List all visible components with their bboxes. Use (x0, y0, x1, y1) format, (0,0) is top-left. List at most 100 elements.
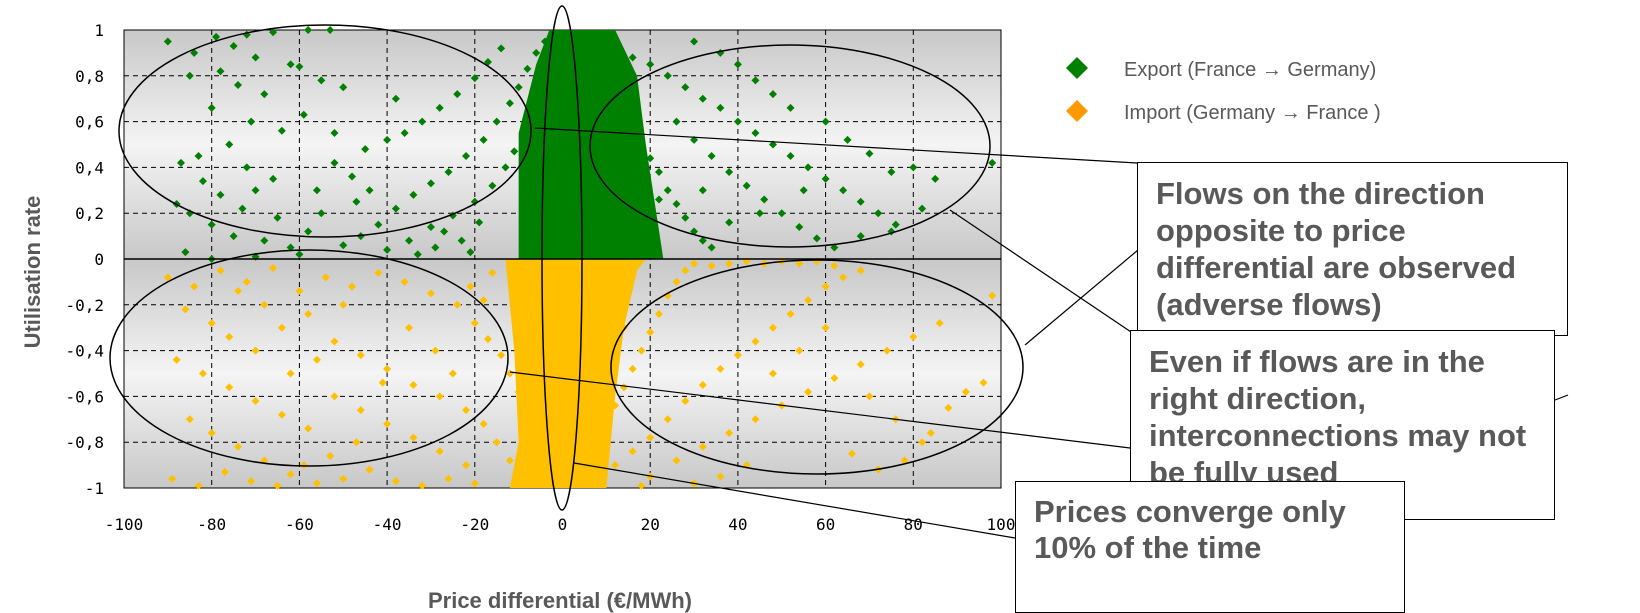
import-point (409, 433, 418, 442)
import-point (698, 380, 707, 389)
import-point (299, 461, 308, 470)
export-point (277, 126, 286, 135)
import-point (690, 259, 699, 268)
export-point (492, 117, 501, 126)
export-point (755, 209, 764, 218)
import-point (383, 419, 392, 428)
export-point (190, 48, 199, 57)
import-point (795, 259, 804, 268)
x-tick-label: 60 (816, 515, 835, 534)
export-point (405, 236, 414, 245)
export-point (413, 250, 422, 259)
import-point (312, 479, 321, 488)
import-point (532, 424, 541, 433)
export-point (497, 44, 506, 53)
import-point (497, 351, 506, 360)
y-tick-label: -0,2 (65, 296, 104, 315)
export-point (887, 167, 896, 176)
y-tick-label: 0,2 (75, 204, 104, 223)
import-point (466, 282, 475, 291)
export-point (584, 53, 593, 62)
import-point (448, 369, 457, 378)
export-point (786, 103, 795, 112)
export-point (707, 151, 716, 160)
import-point (646, 433, 655, 442)
callout-leader-lines (509, 127, 1569, 539)
export-point (457, 236, 466, 245)
import-point (944, 403, 953, 412)
export-point (177, 158, 186, 167)
import-point (479, 419, 488, 428)
export-point (194, 151, 203, 160)
import-point (593, 277, 602, 286)
import-point (207, 429, 216, 438)
export-point (681, 83, 690, 92)
import-point (453, 300, 462, 309)
import-point (698, 442, 707, 451)
import-point (602, 419, 611, 428)
export-point (619, 163, 628, 172)
export-point (760, 195, 769, 204)
import-point (234, 287, 243, 296)
export-point (163, 37, 172, 46)
export-point (317, 76, 326, 85)
import-point (277, 410, 286, 419)
export-point (207, 103, 216, 112)
legend: Export (France → Germany) Import (German… (1066, 57, 1381, 124)
import-point (181, 305, 190, 314)
import-point (795, 346, 804, 355)
legend-label-export: Export (France → Germany) (1124, 59, 1376, 81)
export-point (339, 83, 348, 92)
export-point (611, 94, 620, 103)
import-point (584, 456, 593, 465)
export-point (409, 190, 418, 199)
export-point (918, 204, 927, 213)
import-point (540, 442, 549, 451)
import-point (619, 323, 628, 332)
export-point (361, 145, 370, 154)
export-point (426, 222, 435, 231)
export-point (488, 181, 497, 190)
import-point (488, 268, 497, 277)
export-point (426, 179, 435, 188)
export-point (286, 60, 295, 69)
export-point (207, 220, 216, 229)
export-point (295, 250, 304, 259)
legend-label-import: Import (Germany → France ) (1124, 102, 1381, 124)
import-point (716, 364, 725, 373)
export-point (865, 149, 874, 158)
export-point (330, 158, 339, 167)
import-point (672, 456, 681, 465)
export-point (611, 44, 620, 53)
export-point (593, 32, 602, 41)
import-point (611, 401, 620, 410)
export-point (242, 163, 251, 172)
export-point (470, 74, 479, 83)
y-tick-labels: 1 0,8 0,6 0,4 0,2 0 -0,2 -0,4 -0,6 -0,8 -1 (65, 21, 104, 498)
leader-line (509, 371, 1131, 449)
export-point (830, 243, 839, 252)
export-point (540, 37, 549, 46)
import-point (277, 323, 286, 332)
export-point (466, 248, 475, 257)
import-point (900, 456, 909, 465)
export-point (225, 140, 234, 149)
export-point (453, 90, 462, 99)
export-point (181, 248, 190, 257)
export-point (532, 48, 541, 57)
export-point (365, 186, 374, 195)
import-point (519, 472, 528, 481)
export-point (326, 26, 335, 34)
export-point (733, 60, 742, 69)
export-point (400, 129, 409, 138)
export-point (672, 117, 681, 126)
export-point (637, 140, 646, 149)
import-point (961, 387, 970, 396)
export-point (646, 209, 655, 218)
export-point (514, 83, 523, 92)
import-point (163, 273, 172, 282)
import-point (593, 438, 602, 447)
leader-line (573, 462, 1016, 539)
export-point (185, 71, 194, 80)
